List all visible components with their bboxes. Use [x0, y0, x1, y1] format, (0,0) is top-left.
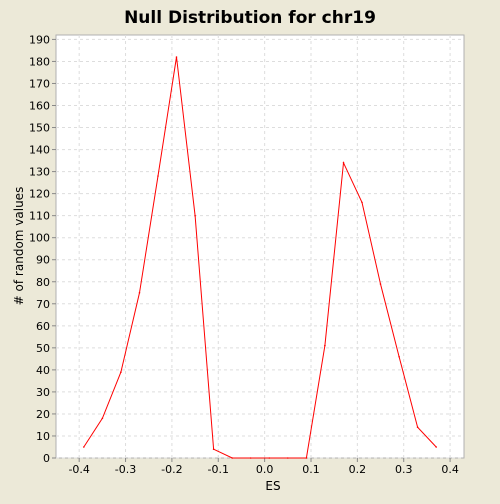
data-point	[231, 457, 233, 459]
y-tick-label: 0	[43, 452, 50, 465]
series-layer	[83, 56, 438, 459]
data-point	[83, 446, 85, 448]
data-point	[194, 214, 196, 217]
y-tick-label: 10	[36, 430, 50, 443]
y-tick-label: 140	[29, 144, 50, 157]
x-tick-label: 0.1	[302, 463, 320, 476]
y-tick-label: 40	[36, 364, 50, 377]
data-point	[416, 426, 419, 429]
y-tick-label: 60	[36, 320, 50, 333]
data-point	[379, 283, 382, 285]
chart-title: Null Distribution for chr19	[124, 8, 376, 28]
y-tick-label: 170	[29, 77, 50, 90]
x-tick-label: -0.1	[208, 463, 229, 476]
plot-area	[55, 34, 465, 459]
data-point	[138, 292, 141, 294]
x-tick-label: 0.0	[256, 463, 274, 476]
data-point	[249, 457, 252, 459]
data-point	[157, 175, 159, 177]
y-tick-label: 190	[29, 33, 50, 46]
x-axis-label: ES	[265, 479, 280, 493]
y-tick-label: 70	[36, 298, 50, 311]
data-point	[342, 162, 345, 164]
y-tick-label: 50	[36, 342, 50, 355]
data-point	[361, 201, 363, 204]
y-tick-label: 20	[36, 408, 50, 421]
data-point	[268, 457, 271, 459]
data-point	[435, 446, 438, 448]
grid-lines	[56, 35, 464, 459]
y-tick-label: 110	[29, 210, 50, 223]
y-axis-label: # of random values	[12, 187, 26, 306]
data-point	[287, 457, 289, 459]
x-tick-label: 0.2	[349, 463, 367, 476]
y-tick-label: 100	[29, 232, 50, 245]
data-point	[398, 355, 400, 358]
x-tick-label: 0.4	[441, 463, 459, 476]
y-tick-label: 80	[36, 276, 50, 289]
x-tick-label: -0.2	[161, 463, 182, 476]
data-point	[175, 56, 178, 58]
data-point	[120, 371, 122, 373]
x-tick-label: -0.4	[68, 463, 89, 476]
data-point	[324, 344, 326, 347]
y-tick-label: 130	[29, 166, 50, 179]
y-tick-label: 120	[29, 188, 50, 201]
series-line	[83, 56, 437, 459]
y-tick-label: 180	[29, 55, 50, 68]
data-point	[101, 417, 104, 420]
data-point	[212, 448, 215, 451]
data-point	[305, 457, 308, 459]
axes: 0 10 20 30 40 50 60 70 80 90 100 110 120 130 140 150 160…	[29, 33, 459, 476]
y-tick-label: 160	[29, 100, 50, 113]
y-tick-label: 150	[29, 122, 50, 135]
y-tick-label: 30	[36, 386, 50, 399]
y-tick-label: 90	[36, 254, 50, 267]
x-tick-label: -0.3	[115, 463, 136, 476]
x-tick-label: 0.3	[395, 463, 413, 476]
